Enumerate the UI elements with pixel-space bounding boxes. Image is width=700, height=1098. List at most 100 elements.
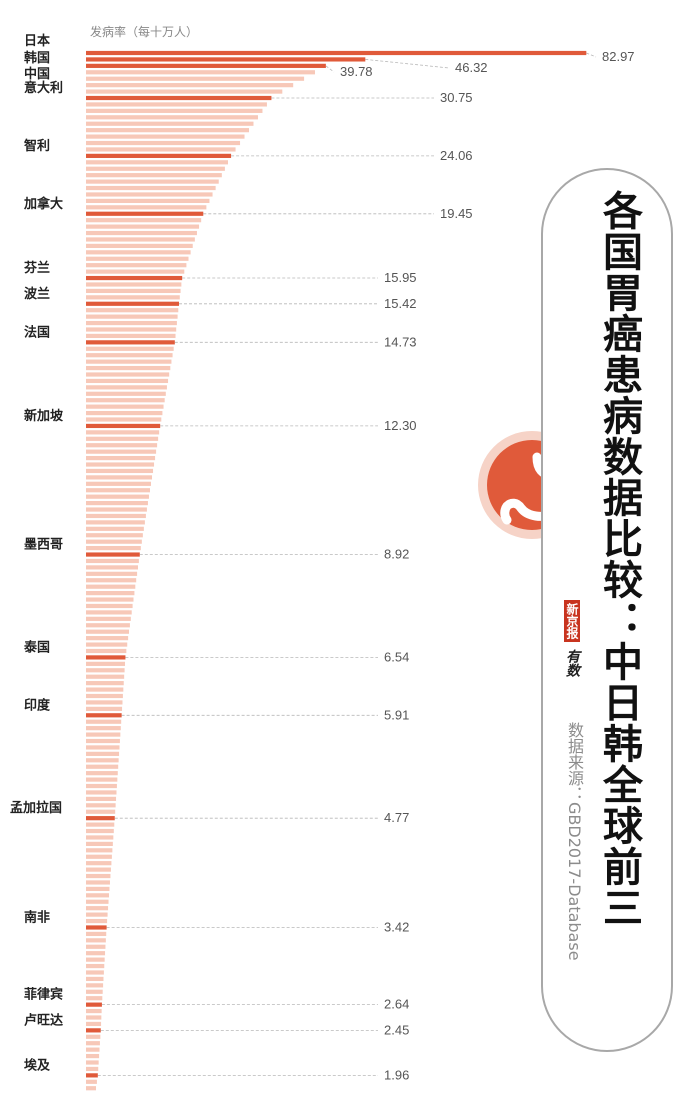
bar — [86, 880, 110, 885]
bar — [86, 963, 105, 969]
bar — [86, 455, 156, 461]
bar — [86, 102, 267, 107]
bar — [86, 546, 141, 551]
leader-lines — [97, 52, 597, 1076]
bar — [86, 1008, 102, 1014]
leader-line — [365, 59, 450, 69]
bar — [86, 841, 113, 846]
category-label: 墨西哥 — [24, 537, 63, 553]
bar-highlight — [86, 275, 183, 281]
bar — [86, 436, 159, 441]
bar — [86, 957, 105, 962]
bar — [86, 1041, 100, 1046]
value-label: 3.42 — [384, 920, 409, 935]
bar-highlight — [86, 63, 326, 68]
bar — [86, 507, 147, 512]
value-label: 24.06 — [440, 148, 473, 163]
value-label: 6.54 — [384, 649, 409, 664]
bar — [86, 629, 130, 634]
bar-highlight — [86, 655, 126, 660]
bar-highlight — [86, 57, 366, 62]
bar — [86, 308, 179, 313]
bar — [86, 636, 129, 641]
bar — [86, 147, 236, 152]
value-label: 1.96 — [384, 1067, 409, 1082]
bar — [86, 288, 181, 294]
bar — [86, 597, 134, 602]
bar — [86, 346, 174, 351]
bar — [86, 526, 144, 531]
leader-line — [586, 52, 597, 58]
bar — [86, 591, 135, 596]
bar — [86, 970, 104, 975]
category-label: 印度 — [24, 697, 51, 713]
bar — [86, 513, 146, 519]
category-label: 埃及 — [24, 1057, 51, 1073]
category-label: 日本 — [24, 33, 50, 49]
value-label: 15.42 — [384, 296, 417, 311]
bar — [86, 160, 228, 165]
bar — [86, 571, 138, 576]
bar-highlight — [86, 925, 107, 930]
value-label: 12.30 — [384, 418, 417, 433]
bar — [86, 1086, 97, 1091]
bar — [86, 230, 197, 236]
bar — [86, 719, 122, 724]
bar — [86, 584, 136, 589]
bar-highlight — [86, 301, 179, 306]
bar — [86, 861, 112, 866]
category-label: 意大利 — [24, 80, 63, 96]
bar-highlight — [86, 816, 115, 821]
bar — [86, 603, 133, 609]
bar — [86, 398, 165, 403]
bar — [86, 758, 119, 763]
bar — [86, 893, 110, 898]
bar — [86, 76, 305, 81]
bar-highlight — [86, 1002, 102, 1007]
bar — [86, 906, 109, 911]
bar — [86, 835, 114, 840]
bar — [86, 828, 114, 834]
data-source: 数据来源：GBD2017-Database — [565, 722, 584, 961]
bar — [86, 205, 207, 210]
bar — [86, 706, 123, 711]
bar — [86, 237, 195, 242]
bar — [86, 610, 132, 615]
bar — [86, 173, 222, 178]
bar — [86, 533, 143, 538]
bar — [86, 218, 202, 223]
chart-title: 各国胃癌患病数据比较：中日韩全球前三 — [596, 190, 642, 928]
bar — [86, 623, 130, 628]
bar — [86, 918, 108, 924]
bar — [86, 674, 125, 679]
bar — [86, 822, 115, 827]
bar — [86, 108, 263, 113]
bar — [86, 745, 120, 750]
bar-highlight — [86, 340, 175, 345]
bar — [86, 951, 106, 956]
bar — [86, 1021, 102, 1027]
bar — [86, 333, 176, 339]
bar — [86, 417, 162, 422]
bar — [86, 944, 106, 949]
bar — [86, 89, 283, 94]
bar — [86, 520, 145, 525]
bar-highlight — [86, 1073, 98, 1078]
bar — [86, 790, 117, 795]
category-label: 泰国 — [23, 639, 50, 655]
bar — [86, 365, 171, 371]
bar — [86, 873, 111, 879]
bar — [86, 179, 219, 184]
bar-highlight — [86, 95, 272, 101]
bar — [86, 263, 187, 268]
bar — [86, 1047, 100, 1052]
title-frame — [541, 168, 673, 1052]
bar — [86, 539, 142, 544]
bar — [86, 565, 138, 570]
bar — [86, 693, 123, 699]
bar — [86, 501, 148, 506]
category-label: 新加坡 — [24, 408, 64, 424]
bar — [86, 475, 153, 480]
bar — [86, 616, 131, 621]
bar — [86, 642, 128, 647]
